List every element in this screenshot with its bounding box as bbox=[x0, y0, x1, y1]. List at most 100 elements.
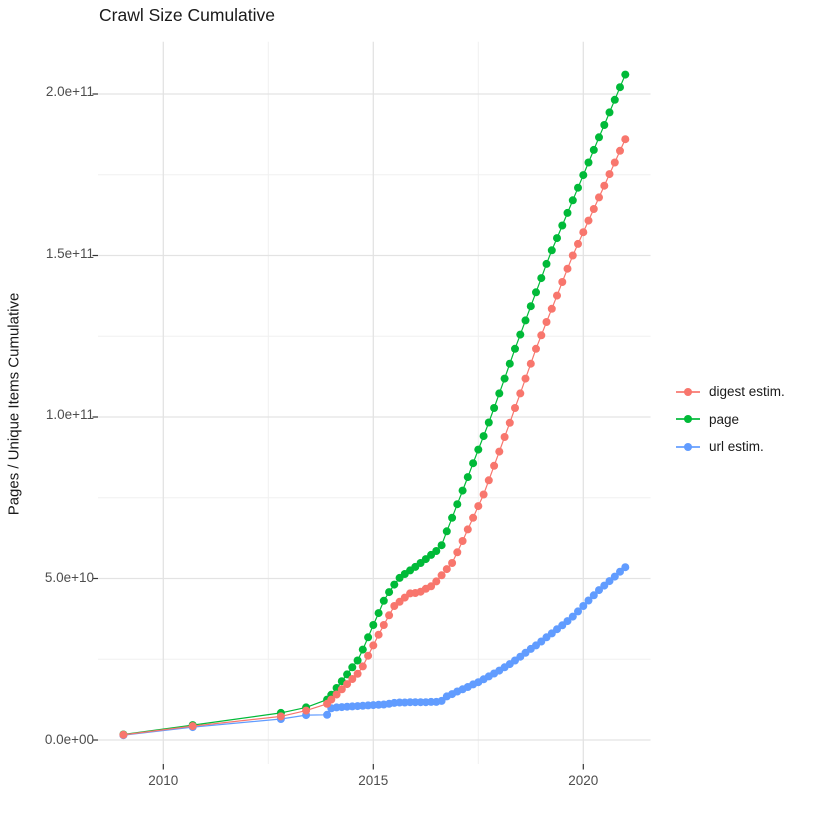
data-point bbox=[521, 374, 530, 383]
data-point bbox=[605, 577, 614, 586]
data-point bbox=[437, 696, 446, 705]
data-point bbox=[458, 537, 467, 545]
data-point bbox=[427, 582, 436, 591]
data-point bbox=[442, 565, 451, 574]
data-point bbox=[589, 145, 598, 154]
legend-label: page bbox=[709, 411, 740, 427]
data-point bbox=[595, 133, 603, 142]
data-point bbox=[610, 158, 619, 167]
data-point bbox=[621, 135, 630, 144]
data-point bbox=[605, 170, 614, 179]
legend-label: url estim. bbox=[709, 439, 764, 455]
data-point bbox=[302, 706, 311, 715]
data-point bbox=[595, 193, 603, 202]
data-point bbox=[448, 559, 457, 567]
data-point bbox=[374, 609, 383, 618]
data-point bbox=[511, 344, 519, 353]
data-point bbox=[437, 541, 446, 550]
data-point bbox=[369, 621, 378, 629]
data-point bbox=[343, 670, 352, 679]
data-point bbox=[348, 675, 357, 683]
data-point bbox=[358, 645, 367, 654]
data-point bbox=[595, 586, 603, 595]
data-point bbox=[484, 418, 493, 427]
data-point bbox=[358, 662, 367, 671]
data-point bbox=[505, 359, 514, 368]
data-point bbox=[558, 278, 567, 286]
y-tick-label: 2.0e+11 bbox=[45, 84, 94, 99]
data-point bbox=[511, 404, 519, 412]
data-point bbox=[369, 641, 378, 650]
data-point bbox=[568, 612, 577, 621]
data-point bbox=[616, 146, 624, 155]
data-point bbox=[547, 246, 556, 255]
x-tick-label: 2020 bbox=[568, 773, 599, 788]
y-tick-label: 1.0e+11 bbox=[45, 407, 94, 422]
data-point bbox=[442, 527, 451, 536]
data-point bbox=[463, 473, 472, 482]
data-point bbox=[537, 274, 546, 283]
legend-key-point-icon bbox=[676, 384, 700, 400]
data-point bbox=[364, 633, 373, 642]
data-point bbox=[526, 302, 535, 311]
data-point bbox=[526, 359, 535, 368]
data-point bbox=[574, 607, 582, 616]
data-point bbox=[542, 259, 551, 268]
data-point bbox=[579, 171, 588, 180]
legend-item-digest-estim: digest estim. bbox=[676, 378, 785, 406]
data-point bbox=[500, 374, 509, 383]
data-point bbox=[563, 617, 572, 626]
data-point bbox=[390, 580, 399, 589]
data-point bbox=[574, 239, 582, 248]
data-point bbox=[432, 577, 441, 586]
data-point bbox=[379, 621, 388, 629]
data-point bbox=[584, 596, 593, 605]
data-point bbox=[563, 264, 572, 273]
data-point bbox=[458, 486, 467, 495]
data-point bbox=[432, 547, 441, 555]
data-point bbox=[610, 572, 619, 581]
data-point bbox=[119, 730, 128, 739]
data-point bbox=[600, 581, 609, 590]
legend-key-point-icon bbox=[676, 411, 700, 427]
data-point bbox=[479, 490, 488, 499]
data-point bbox=[463, 525, 472, 534]
data-point bbox=[474, 502, 483, 511]
data-point bbox=[332, 690, 341, 699]
legend-item-url-estim: url estim. bbox=[676, 433, 785, 461]
data-point bbox=[547, 304, 556, 313]
data-point bbox=[600, 121, 609, 129]
legend-key-point-icon bbox=[676, 439, 700, 455]
data-point bbox=[579, 602, 588, 610]
data-point bbox=[348, 663, 357, 672]
data-point bbox=[448, 513, 457, 522]
series-line-url-estim- bbox=[123, 566, 626, 736]
data-point bbox=[385, 588, 394, 597]
x-tick-label: 2010 bbox=[148, 773, 179, 788]
data-point bbox=[568, 251, 577, 260]
data-point bbox=[327, 695, 336, 704]
data-point bbox=[453, 548, 462, 557]
data-point bbox=[379, 596, 388, 605]
data-point bbox=[374, 630, 383, 639]
data-point bbox=[521, 316, 530, 325]
data-point bbox=[584, 158, 593, 167]
data-point bbox=[505, 418, 514, 427]
data-point bbox=[469, 513, 478, 522]
data-point bbox=[495, 447, 504, 456]
data-point bbox=[621, 563, 630, 572]
data-point bbox=[474, 445, 483, 454]
data-point bbox=[553, 291, 561, 300]
data-point bbox=[453, 500, 462, 509]
chart-title: Crawl Size Cumulative bbox=[99, 5, 276, 25]
data-point bbox=[621, 70, 630, 79]
data-point bbox=[532, 288, 540, 297]
legend-label: digest estim. bbox=[709, 384, 785, 400]
data-point bbox=[484, 476, 493, 485]
data-point bbox=[563, 208, 572, 217]
data-point bbox=[532, 344, 540, 353]
data-point bbox=[516, 330, 525, 339]
data-point bbox=[385, 611, 394, 620]
data-point bbox=[574, 183, 582, 192]
